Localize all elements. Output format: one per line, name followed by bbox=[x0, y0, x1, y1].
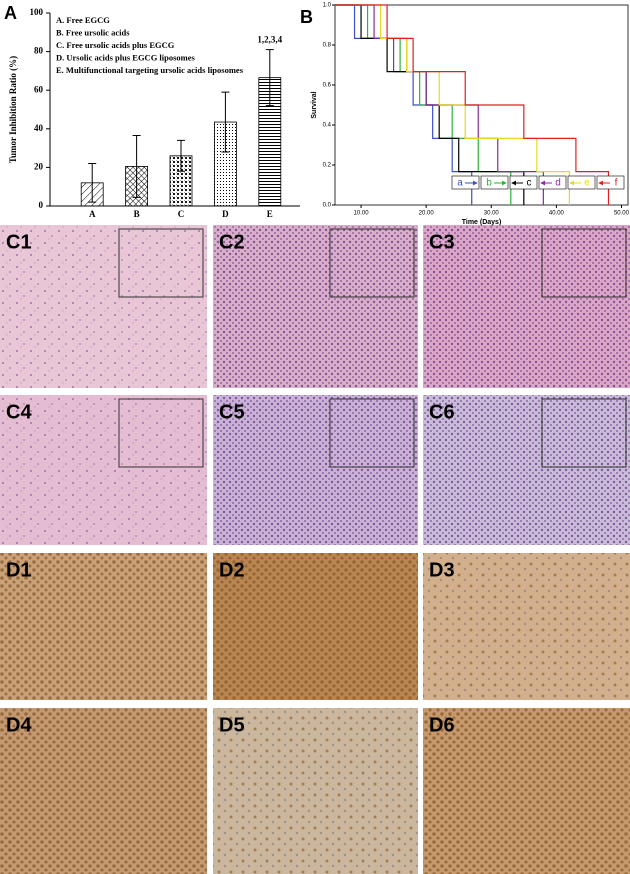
x-tick-label: 40.00 bbox=[549, 211, 565, 217]
inset-frame bbox=[118, 228, 204, 298]
error-bar bbox=[132, 135, 141, 198]
error-bar bbox=[88, 163, 97, 203]
panel-label: D5 bbox=[219, 714, 245, 736]
x-tick-label: 50.00 bbox=[614, 211, 630, 217]
legend-entry: a bbox=[457, 178, 463, 189]
legend-entry: A. Free EGCG bbox=[56, 15, 110, 25]
x-tick-label: 10.00 bbox=[354, 211, 370, 217]
y-tick-label: 1.0 bbox=[323, 3, 332, 9]
panel-label: A bbox=[4, 3, 17, 23]
panel-label: C1 bbox=[6, 231, 32, 253]
inset-frame bbox=[541, 398, 627, 468]
legend-box bbox=[509, 175, 538, 190]
legend-entry: D. Ursolic acids plus EGCG liposomes bbox=[56, 52, 196, 62]
y-tick-label: 0.2 bbox=[323, 163, 332, 169]
y-tick-label: 0 bbox=[39, 200, 44, 210]
x-tick-label: A bbox=[89, 209, 96, 219]
x-axis-label: Time (Days) bbox=[462, 219, 502, 226]
legend-box bbox=[538, 175, 567, 190]
panel-label: D4 bbox=[6, 714, 32, 736]
y-tick-label: 80 bbox=[34, 46, 44, 56]
survival-line bbox=[335, 4, 570, 205]
inset-frame bbox=[329, 398, 415, 468]
panel-label: D2 bbox=[219, 559, 245, 581]
panel-label: C3 bbox=[429, 231, 455, 253]
survival-line bbox=[335, 4, 610, 205]
error-bar bbox=[177, 139, 185, 172]
panel-label: C6 bbox=[429, 401, 455, 423]
micrograph-texture bbox=[213, 708, 418, 874]
legend-entry: d bbox=[555, 178, 561, 189]
inset-frame bbox=[329, 228, 415, 298]
micrograph-texture bbox=[423, 553, 630, 700]
micrograph-texture bbox=[213, 553, 418, 700]
legend-box bbox=[596, 175, 625, 190]
y-tick-label: 60 bbox=[34, 84, 44, 94]
panel-label: D1 bbox=[6, 559, 32, 581]
micrograph-texture bbox=[213, 225, 418, 388]
inset-frame bbox=[118, 398, 204, 468]
x-tick-label: E bbox=[267, 209, 273, 219]
y-tick-label: 100 bbox=[30, 7, 44, 17]
inset-frame bbox=[541, 228, 627, 298]
y-axis-label: Tumor Inhibition Ratio (%) bbox=[8, 56, 18, 163]
micrograph-texture bbox=[0, 553, 207, 700]
legend-entry: f bbox=[615, 178, 618, 189]
micrograph-texture bbox=[0, 708, 207, 874]
survival-line bbox=[335, 4, 544, 205]
panel-label: D3 bbox=[429, 559, 455, 581]
x-tick-label: C bbox=[178, 209, 185, 219]
x-tick-label: D bbox=[222, 209, 229, 219]
legend-entry: b bbox=[486, 178, 492, 189]
legend-entry: e bbox=[584, 178, 590, 189]
legend-entry: E. Multifunctional targeting ursolic aci… bbox=[56, 65, 244, 75]
micrograph-texture bbox=[423, 395, 630, 545]
panel-label: C4 bbox=[6, 401, 32, 423]
x-tick-label: B bbox=[134, 209, 140, 219]
survival-line bbox=[335, 4, 473, 205]
plot-frame bbox=[334, 4, 629, 206]
y-tick-label: 0.8 bbox=[323, 43, 332, 49]
x-tick-label: 20.00 bbox=[419, 211, 435, 217]
panel-label: C2 bbox=[219, 231, 245, 253]
y-tick-label: 0.6 bbox=[323, 83, 332, 89]
micrograph-texture bbox=[213, 395, 418, 545]
y-tick-label: 20 bbox=[34, 161, 44, 171]
y-tick-label: 40 bbox=[34, 123, 44, 133]
y-tick-label: 0.4 bbox=[323, 123, 332, 129]
panel-label: C5 bbox=[219, 401, 245, 423]
panel-label: D6 bbox=[429, 714, 455, 736]
legend-box bbox=[567, 175, 596, 190]
panel-label: B bbox=[300, 7, 313, 27]
legend-entry: c bbox=[527, 178, 532, 189]
x-tick-label: 30.00 bbox=[484, 211, 500, 217]
y-axis-label: Survival bbox=[311, 91, 318, 118]
micrograph-texture bbox=[0, 225, 207, 388]
micrograph-texture bbox=[0, 395, 207, 545]
error-bar bbox=[265, 49, 274, 107]
legend-entry: C. Free ursolic acids plus EGCG bbox=[56, 40, 175, 50]
legend-entry: B. Free ursolic acids bbox=[56, 27, 130, 37]
micrograph-texture bbox=[423, 708, 630, 874]
y-tick-label: 0.0 bbox=[323, 203, 332, 209]
annotation: 1,2,3,4 bbox=[257, 35, 282, 45]
error-bar bbox=[221, 91, 230, 153]
micrograph-texture bbox=[423, 225, 630, 388]
